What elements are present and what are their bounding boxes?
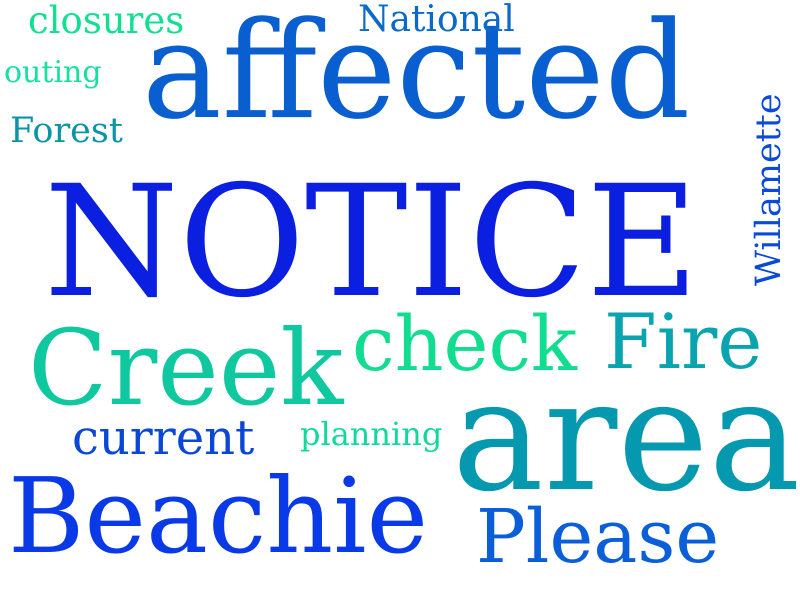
word-notice: NOTICE	[44, 153, 699, 332]
word-closures: closures	[28, 0, 185, 42]
word-check: check	[352, 299, 578, 388]
word-fire: Fire	[604, 297, 763, 386]
word-planning: planning	[300, 415, 443, 453]
word-national: National	[358, 0, 515, 40]
word-please: Please	[476, 494, 720, 580]
word-willamette: Willamette	[749, 93, 789, 286]
word-forest: Forest	[10, 111, 123, 151]
word-affected: affected	[142, 0, 691, 149]
word-outing: outing	[4, 55, 102, 90]
word-creek: Creek	[28, 307, 344, 429]
word-area: area	[452, 347, 800, 526]
word-beachie: Beachie	[8, 455, 429, 577]
word-current: current	[72, 410, 255, 466]
